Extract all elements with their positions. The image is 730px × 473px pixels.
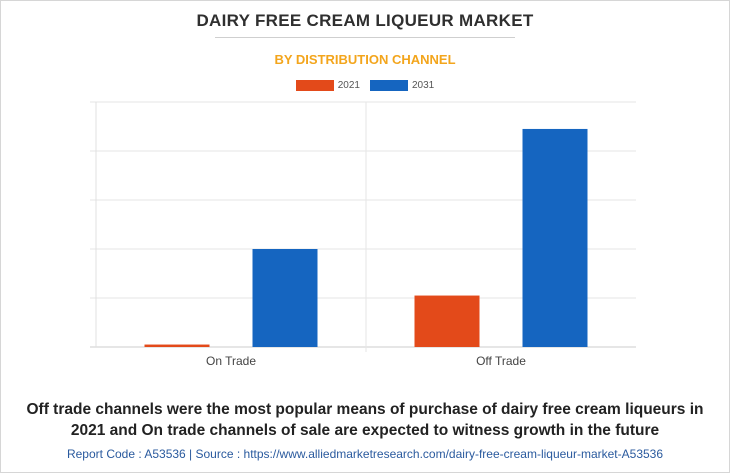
legend-item-2031: 2031	[370, 80, 434, 91]
legend-item-2021: 2021	[295, 80, 360, 91]
chart-caption: Off trade channels were the most popular…	[0, 399, 730, 441]
chart-title: DAIRY FREE CREAM LIQUEUR MARKET	[196, 11, 534, 30]
caption-line-2: 2021 and On trade channels of sale are e…	[70, 422, 660, 439]
x-tick-label: Off Trade	[476, 354, 526, 368]
caption-line-1: Off trade channels were the most popular…	[26, 401, 704, 418]
bar-2031-on-trade	[252, 249, 318, 347]
bar-2031-off-trade	[522, 128, 588, 347]
bar-2021-on-trade	[144, 344, 210, 347]
x-tick-label: On Trade	[206, 354, 256, 368]
legend-label-2021: 2021	[337, 80, 360, 91]
legend-label-2031: 2031	[412, 80, 435, 91]
legend-swatch-2031	[370, 80, 408, 91]
source-footer: Report Code : A53536 | Source : https://…	[66, 447, 664, 461]
chart-subtitle: BY DISTRIBUTION CHANNEL	[274, 52, 456, 67]
title-divider	[215, 37, 515, 38]
legend-swatch-2021	[295, 80, 334, 91]
bar-2021-off-trade	[414, 295, 480, 347]
legend: 2021 2031	[0, 80, 730, 91]
